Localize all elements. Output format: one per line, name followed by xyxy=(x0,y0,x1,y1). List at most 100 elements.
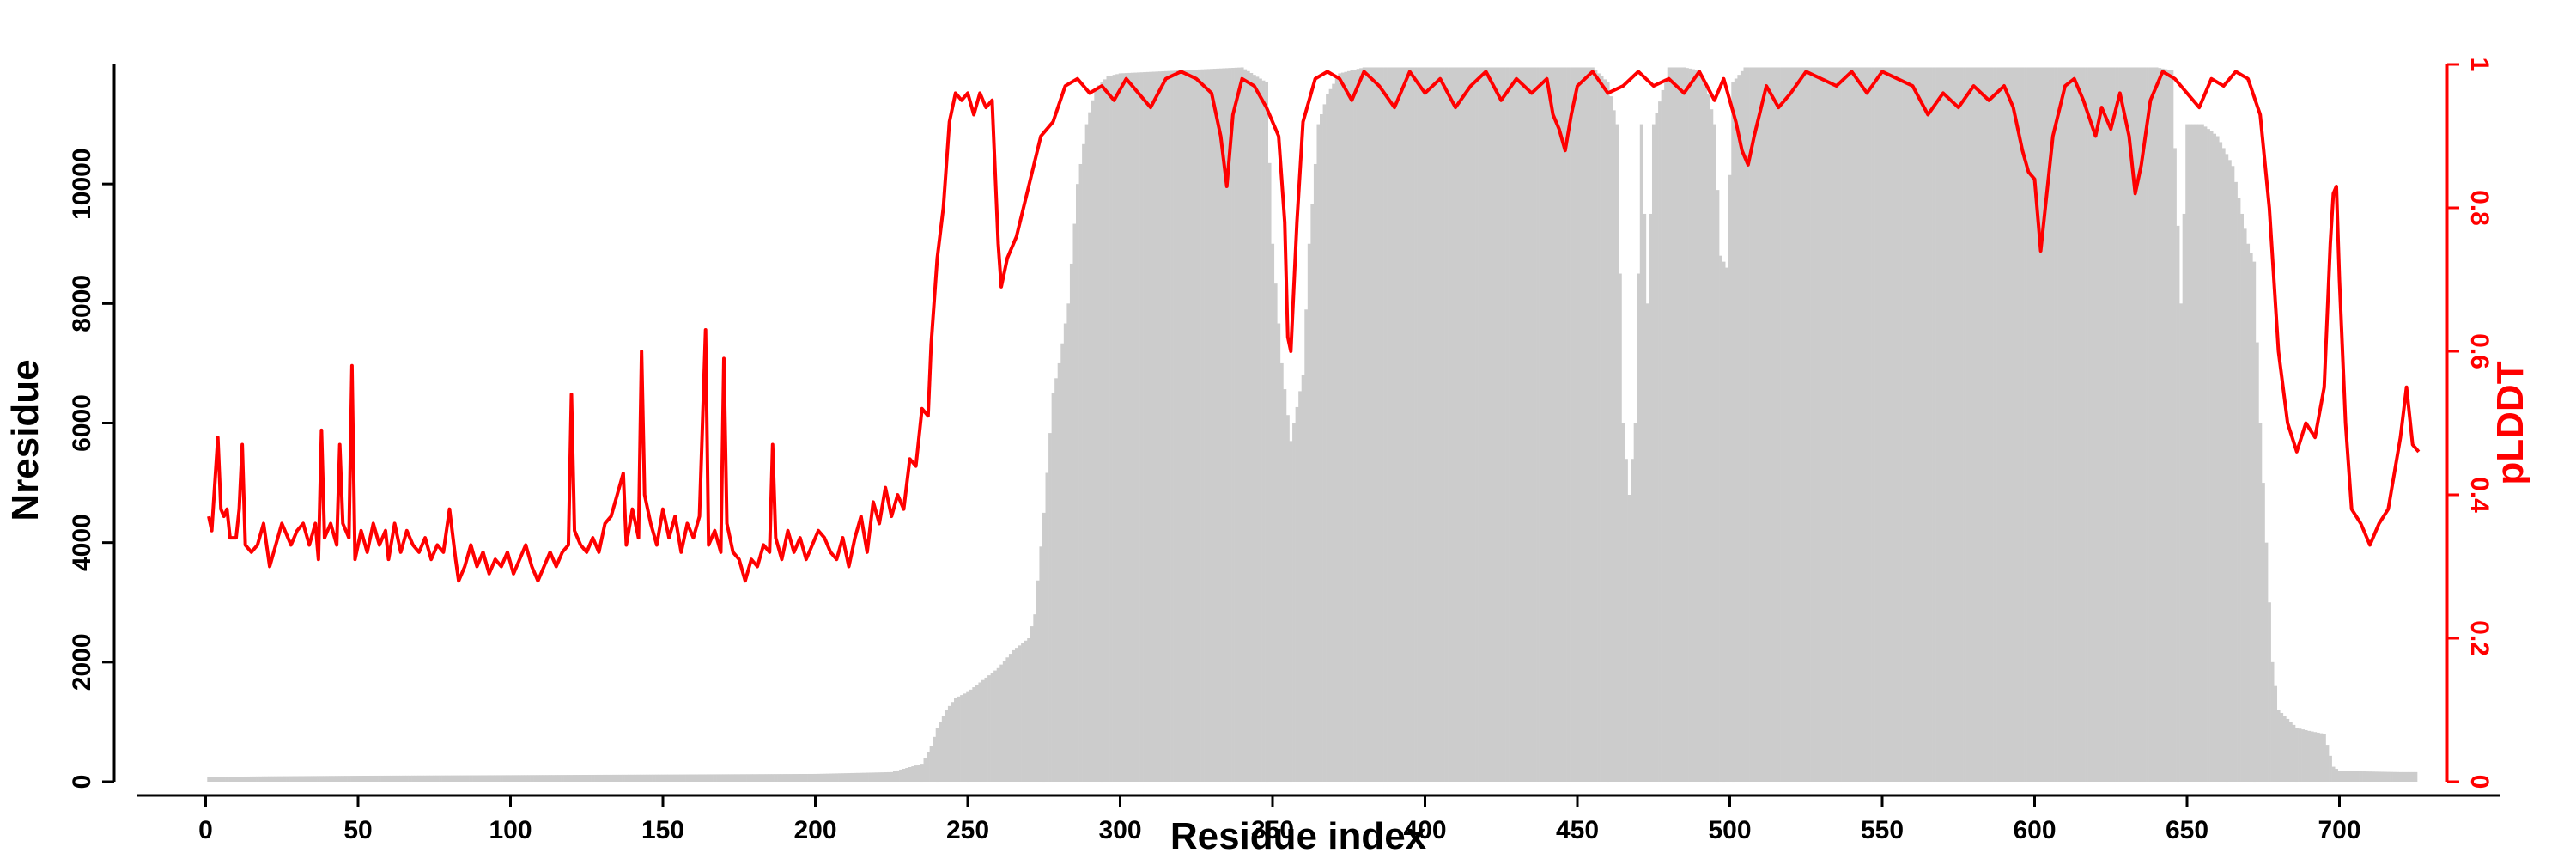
bar xyxy=(1631,459,1634,782)
bar xyxy=(554,775,558,782)
bar xyxy=(2152,67,2156,783)
bar xyxy=(512,775,516,782)
bar xyxy=(1618,273,1622,782)
bar xyxy=(2188,124,2192,782)
bar xyxy=(1417,67,1421,783)
bar xyxy=(920,764,924,783)
bar xyxy=(1255,76,1260,783)
bar xyxy=(1789,67,1793,783)
bar xyxy=(878,772,882,782)
bar xyxy=(1777,67,1781,783)
bar xyxy=(1786,67,1790,783)
bar xyxy=(2085,67,2088,783)
bar xyxy=(1149,71,1153,782)
bar xyxy=(1344,71,1348,782)
bar xyxy=(1965,67,1970,783)
bar xyxy=(872,772,876,782)
bar xyxy=(432,775,436,782)
bar xyxy=(1594,70,1598,782)
bar xyxy=(1454,67,1458,783)
bar xyxy=(1743,67,1747,783)
x-tick-label: 450 xyxy=(1556,816,1599,844)
bar xyxy=(301,776,306,782)
y-left-tick-label: 2000 xyxy=(68,633,96,691)
bar xyxy=(1218,68,1223,782)
bar xyxy=(1612,110,1616,783)
bar xyxy=(838,773,841,782)
bar xyxy=(701,774,705,782)
bar xyxy=(1533,67,1537,783)
bar xyxy=(981,679,985,782)
bar xyxy=(1346,70,1351,782)
bar xyxy=(1529,67,1534,783)
bar xyxy=(2335,769,2339,782)
bar xyxy=(1435,67,1439,783)
bar xyxy=(1008,654,1012,782)
bar xyxy=(490,775,495,782)
bar xyxy=(1231,68,1235,782)
bar xyxy=(1655,113,1659,783)
bar xyxy=(246,776,251,782)
bar xyxy=(1252,75,1256,783)
bar xyxy=(825,773,829,782)
bar xyxy=(1969,67,1973,783)
bar xyxy=(1978,67,1982,783)
bar xyxy=(896,770,900,782)
bar xyxy=(2133,67,2137,783)
bar xyxy=(908,767,912,782)
bar xyxy=(874,772,878,782)
bar xyxy=(813,773,817,782)
bar xyxy=(2295,728,2299,783)
bar xyxy=(1163,70,1168,782)
bar xyxy=(329,776,333,782)
plddt-line-layer xyxy=(207,70,2421,583)
bar xyxy=(518,775,522,782)
bar xyxy=(756,774,760,782)
bar xyxy=(628,774,632,782)
bar xyxy=(1100,82,1104,783)
bar xyxy=(862,772,866,782)
bar xyxy=(1024,640,1028,782)
bar xyxy=(298,776,302,782)
bar xyxy=(1054,378,1059,782)
bar xyxy=(1956,67,1960,783)
bar xyxy=(710,774,714,782)
bar xyxy=(384,775,388,782)
bar xyxy=(2341,771,2345,782)
bar xyxy=(664,774,668,782)
bar xyxy=(258,776,263,782)
bar xyxy=(2380,771,2385,782)
bar xyxy=(1216,68,1220,783)
bar xyxy=(502,775,507,782)
bar xyxy=(1374,67,1378,783)
bar xyxy=(1929,67,1933,783)
bar xyxy=(426,775,430,782)
bar xyxy=(1692,69,1695,782)
bar xyxy=(1478,67,1482,783)
bar xyxy=(734,774,738,782)
bar xyxy=(1551,67,1555,783)
bar xyxy=(1027,638,1031,782)
bar xyxy=(1179,70,1183,782)
bar xyxy=(1365,67,1370,783)
bar xyxy=(1920,67,1924,783)
x-tick-label: 600 xyxy=(2013,816,2056,844)
bar xyxy=(2270,661,2275,782)
bar xyxy=(1182,70,1187,782)
bar xyxy=(1161,71,1165,782)
bar xyxy=(234,777,239,782)
bar xyxy=(789,774,793,782)
bar xyxy=(1783,67,1787,783)
bar xyxy=(581,775,586,782)
bar xyxy=(1460,67,1464,783)
bar xyxy=(1334,78,1339,782)
bar xyxy=(1590,67,1595,783)
bar xyxy=(1082,143,1085,782)
bar xyxy=(884,772,888,782)
bar xyxy=(2127,67,2131,783)
bar xyxy=(356,776,361,782)
bar xyxy=(2097,67,2101,783)
bar xyxy=(2179,303,2183,783)
bar xyxy=(954,698,957,782)
bar xyxy=(2099,67,2104,783)
